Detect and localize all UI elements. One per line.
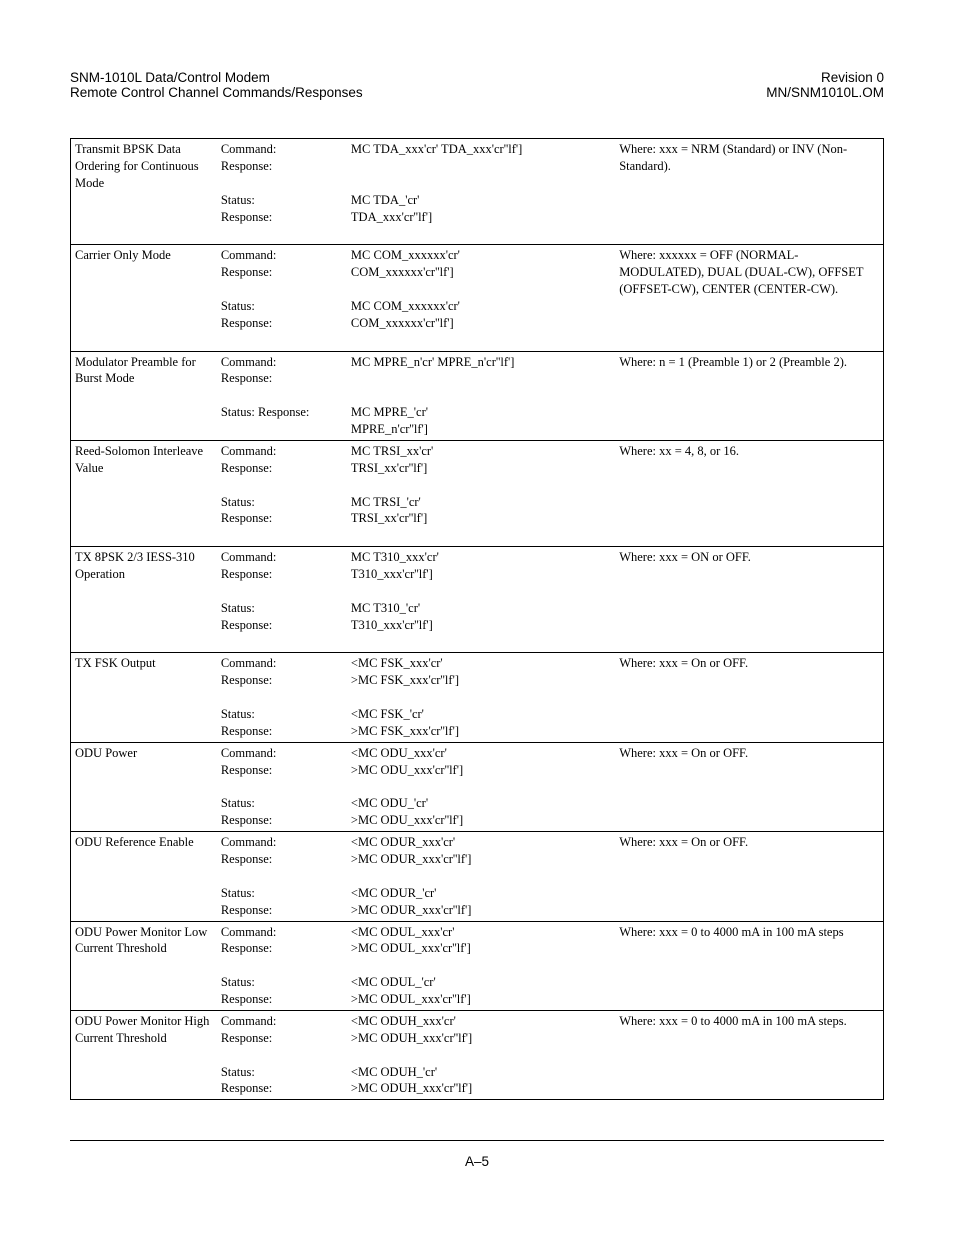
- cmd-name: ODU Power: [71, 742, 217, 831]
- cmd-label: Command: Response: Status: Response:: [217, 351, 347, 440]
- cmd-notes: Where: xxx = On or OFF.: [615, 742, 883, 831]
- table-row: Carrier Only ModeCommand: Response: Stat…: [71, 245, 884, 351]
- cmd-label: Command: Response: Status: Response:: [217, 653, 347, 742]
- cmd-syntax: <MC ODUH_xxx'cr' >MC ODUH_xxx'cr''lf'] <…: [347, 1010, 615, 1099]
- table-row: TX 8PSK 2/3 IESS-310 OperationCommand: R…: [71, 547, 884, 653]
- cmd-label: Command: Response: Status: Response:: [217, 547, 347, 653]
- cmd-syntax: <MC ODUR_xxx'cr' >MC ODUR_xxx'cr''lf'] <…: [347, 832, 615, 921]
- header-left-line1: SNM-1010L Data/Control Modem: [70, 70, 363, 85]
- cmd-label: Command: Response: Status: Response:: [217, 1010, 347, 1099]
- cmd-notes: Where: xxx = On or OFF.: [615, 832, 883, 921]
- cmd-name: Transmit BPSK Data Ordering for Continuo…: [71, 139, 217, 245]
- page-header: SNM-1010L Data/Control Modem Remote Cont…: [70, 70, 884, 100]
- cmd-notes: Where: xxx = On or OFF.: [615, 653, 883, 742]
- cmd-notes: Where: xx = 4, 8, or 16.: [615, 440, 883, 546]
- table-row: Reed-Solomon Interleave ValueCommand: Re…: [71, 440, 884, 546]
- table-row: ODU Power Monitor Low Current ThresholdC…: [71, 921, 884, 1010]
- cmd-name: Reed-Solomon Interleave Value: [71, 440, 217, 546]
- page-number: A–5: [0, 1154, 954, 1169]
- header-left-line2: Remote Control Channel Commands/Response…: [70, 85, 363, 100]
- cmd-syntax: MC TDA_xxx'cr' TDA_xxx'cr''lf'] MC TDA_'…: [347, 139, 615, 245]
- table-row: TX FSK OutputCommand: Response: Status: …: [71, 653, 884, 742]
- cmd-notes: Where: xxxxxx = OFF (NORMAL-MODULATED), …: [615, 245, 883, 351]
- cmd-notes: Where: n = 1 (Preamble 1) or 2 (Preamble…: [615, 351, 883, 440]
- cmd-name: ODU Power Monitor High Current Threshold: [71, 1010, 217, 1099]
- cmd-notes: Where: xxx = 0 to 4000 mA in 100 mA step…: [615, 921, 883, 1010]
- cmd-label: Command: Response: Status: Response:: [217, 245, 347, 351]
- cmd-syntax: MC T310_xxx'cr' T310_xxx'cr''lf'] MC T31…: [347, 547, 615, 653]
- cmd-name: TX 8PSK 2/3 IESS-310 Operation: [71, 547, 217, 653]
- cmd-name: Carrier Only Mode: [71, 245, 217, 351]
- cmd-label: Command: Response: Status: Response:: [217, 921, 347, 1010]
- cmd-name: ODU Reference Enable: [71, 832, 217, 921]
- cmd-syntax: MC MPRE_n'cr' MPRE_n'cr''lf'] MC MPRE_'c…: [347, 351, 615, 440]
- cmd-syntax: MC TRSI_xx'cr' TRSI_xx'cr''lf'] MC TRSI_…: [347, 440, 615, 546]
- table-row: Modulator Preamble for Burst ModeCommand…: [71, 351, 884, 440]
- commands-table: Transmit BPSK Data Ordering for Continuo…: [70, 138, 884, 1100]
- cmd-notes: Where: xxx = 0 to 4000 mA in 100 mA step…: [615, 1010, 883, 1099]
- cmd-notes: Where: xxx = NRM (Standard) or INV (Non-…: [615, 139, 883, 245]
- footer-rule: [70, 1140, 884, 1141]
- table-row: ODU Reference EnableCommand: Response: S…: [71, 832, 884, 921]
- header-right-line1: Revision 0: [766, 70, 884, 85]
- cmd-label: Command: Response: Status: Response:: [217, 440, 347, 546]
- cmd-notes: Where: xxx = ON or OFF.: [615, 547, 883, 653]
- cmd-syntax: MC COM_xxxxxx'cr' COM_xxxxxx'cr''lf'] MC…: [347, 245, 615, 351]
- cmd-label: Command: Response: Status: Response:: [217, 139, 347, 245]
- table-row: ODU Power Monitor High Current Threshold…: [71, 1010, 884, 1099]
- cmd-name: Modulator Preamble for Burst Mode: [71, 351, 217, 440]
- cmd-name: ODU Power Monitor Low Current Threshold: [71, 921, 217, 1010]
- cmd-name: TX FSK Output: [71, 653, 217, 742]
- cmd-syntax: <MC ODUL_xxx'cr' >MC ODUL_xxx'cr''lf'] <…: [347, 921, 615, 1010]
- table-row: ODU PowerCommand: Response: Status: Resp…: [71, 742, 884, 831]
- table-row: Transmit BPSK Data Ordering for Continuo…: [71, 139, 884, 245]
- cmd-syntax: <MC FSK_xxx'cr' >MC FSK_xxx'cr''lf'] <MC…: [347, 653, 615, 742]
- header-right-line2: MN/SNM1010L.OM: [766, 85, 884, 100]
- cmd-label: Command: Response: Status: Response:: [217, 742, 347, 831]
- cmd-label: Command: Response: Status: Response:: [217, 832, 347, 921]
- cmd-syntax: <MC ODU_xxx'cr' >MC ODU_xxx'cr''lf'] <MC…: [347, 742, 615, 831]
